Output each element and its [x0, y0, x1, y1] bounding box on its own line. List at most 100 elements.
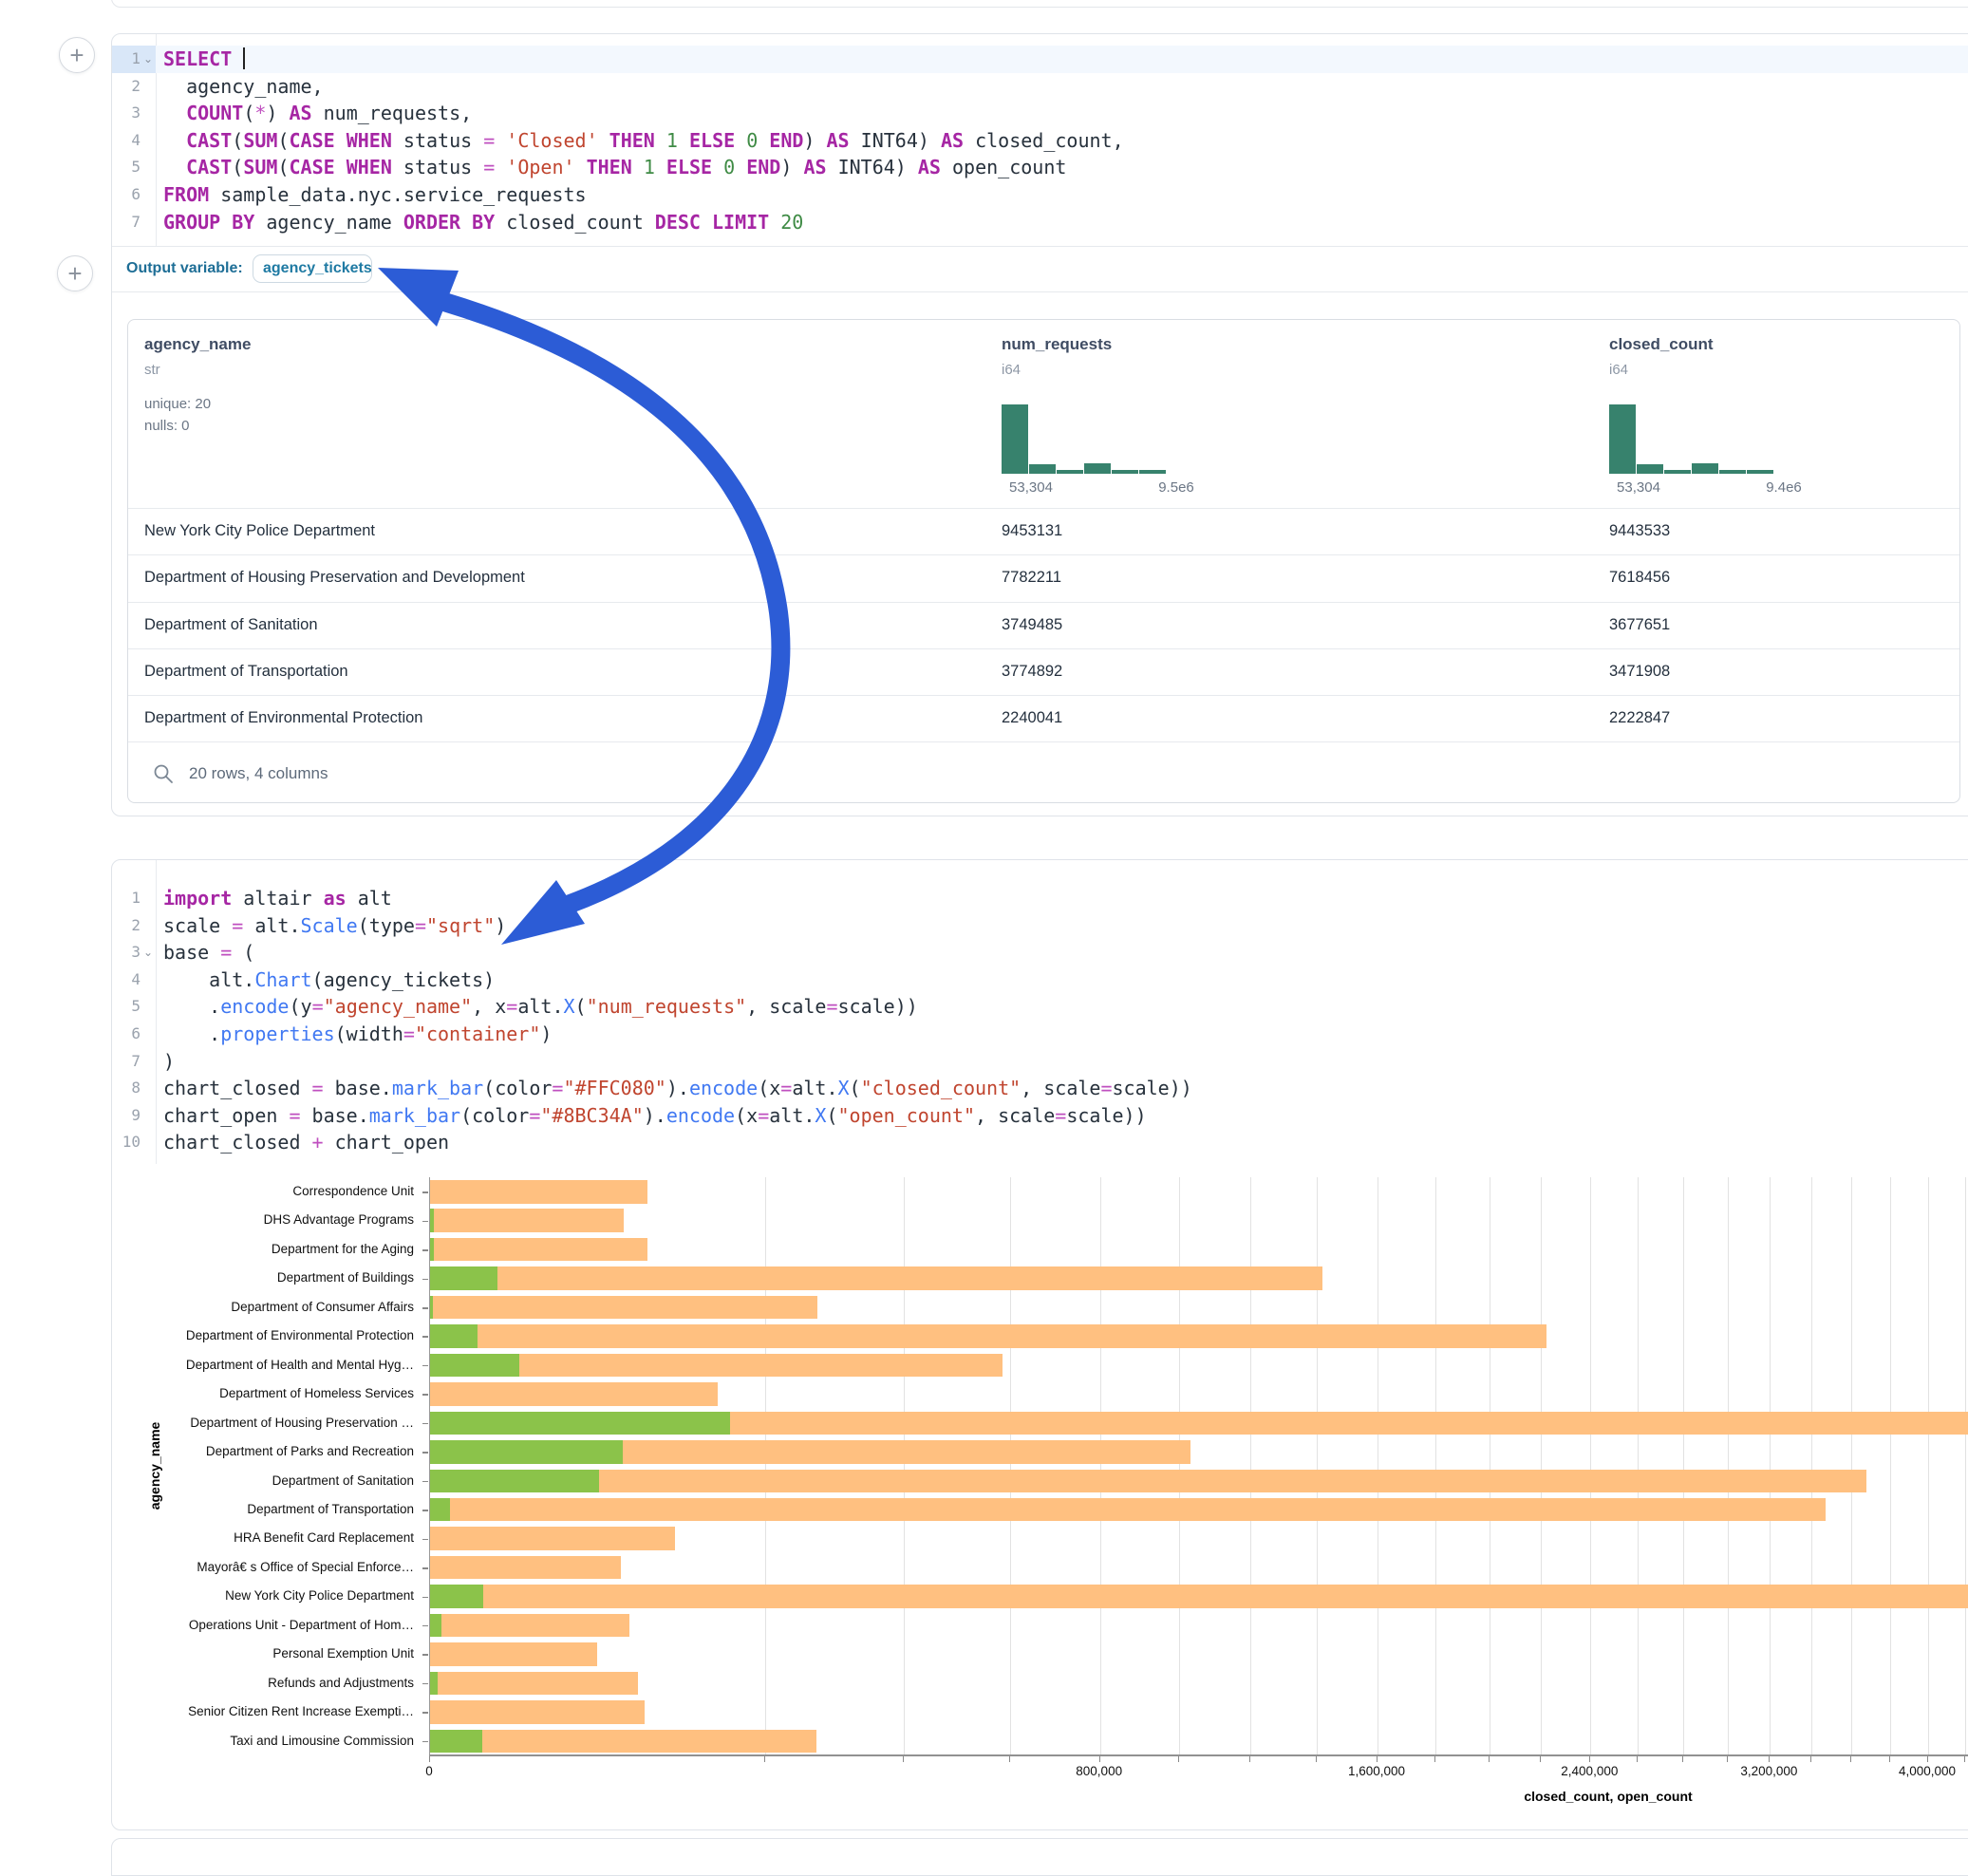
bar-open-count[interactable] [430, 1237, 434, 1262]
code-line[interactable]: 2 agency_name, [112, 73, 1968, 101]
code-line[interactable]: 3 COUNT(*) AS num_requests, [112, 100, 1968, 127]
y-axis-tick [422, 1682, 428, 1685]
bar-closed-count[interactable] [430, 1729, 816, 1754]
bar-closed-count[interactable] [430, 1180, 647, 1204]
code-line[interactable]: 9 chart_open = base.mark_bar(color="#8BC3… [112, 1102, 1968, 1130]
line-number-gutter: 2 [112, 912, 156, 940]
code-line[interactable]: 1 import altair as alt [112, 885, 1968, 912]
bar-open-count[interactable] [430, 1411, 730, 1435]
table-row[interactable]: Department of Transportation 3774892 34719… [128, 648, 1959, 697]
table-cell: Department of Environmental Protection [144, 709, 423, 727]
x-axis-tick [1009, 1756, 1011, 1762]
x-axis-tick [1889, 1756, 1891, 1762]
bar-closed-count[interactable] [430, 1671, 638, 1696]
bar-open-count[interactable] [430, 1266, 497, 1290]
y-axis-tick [422, 1740, 428, 1743]
gridline [1316, 1177, 1318, 1755]
line-number: 6 [131, 184, 141, 203]
code-line[interactable]: 5 CAST(SUM(CASE WHEN status = 'Open' THE… [112, 154, 1968, 181]
column-header[interactable]: agency_name [144, 335, 252, 353]
x-axis-title: closed_count, open_count [1524, 1789, 1693, 1804]
bar-closed-count[interactable] [430, 1585, 1968, 1608]
table-row[interactable]: Department of Housing Preservation and D… [128, 554, 1959, 603]
code-line[interactable]: 7 GROUP BY agency_name ORDER BY closed_co… [112, 209, 1968, 236]
histogram-bar [1719, 469, 1746, 474]
bar-closed-count[interactable] [430, 1209, 625, 1232]
line-number-gutter: 4 [112, 966, 156, 994]
bar-closed-count[interactable] [430, 1382, 718, 1406]
y-axis-label: Personal Exemption Unit [272, 1646, 414, 1661]
fold-chevron-icon[interactable]: ⌄ [142, 52, 154, 66]
bar-closed-count[interactable] [430, 1613, 630, 1638]
bar-closed-count[interactable] [430, 1237, 647, 1262]
bar-open-count[interactable] [430, 1585, 483, 1608]
code-line[interactable]: 7) [112, 1048, 1968, 1076]
bar-closed-count[interactable] [430, 1555, 622, 1580]
gridline [1434, 1177, 1436, 1755]
code-line[interactable]: 2 scale = alt.Scale(type="sqrt") [112, 912, 1968, 940]
code-line[interactable]: 10 chart_closed + chart_open [112, 1129, 1968, 1156]
y-axis-tick [422, 1278, 428, 1281]
column-header[interactable]: num_requests [1002, 335, 1113, 353]
x-axis-tick [1637, 1756, 1639, 1762]
bar-open-count[interactable] [430, 1209, 434, 1232]
bar-closed-count[interactable] [430, 1324, 1547, 1348]
gridline [1541, 1177, 1543, 1755]
add-cell-button[interactable]: + [59, 37, 95, 73]
table-row[interactable]: Department of Environmental Protection 22… [128, 695, 1959, 743]
x-axis-label: 0 [425, 1764, 433, 1778]
table-row[interactable]: Department of Sanitation 3749485 3677651 [128, 602, 1959, 649]
line-number-gutter: 4 [112, 127, 156, 155]
line-number: 1 [131, 49, 141, 67]
code-line[interactable]: 8 chart_closed = base.mark_bar(color="#FF… [112, 1075, 1968, 1102]
search-icon[interactable] [153, 763, 174, 784]
code-line[interactable]: 6 .properties(width="container") [112, 1021, 1968, 1048]
code-line[interactable]: 5 .encode(y="agency_name", x=alt.X("num_… [112, 993, 1968, 1021]
code-text: agency_name, [163, 74, 324, 98]
y-axis-tick [422, 1364, 428, 1367]
bar-open-count[interactable] [430, 1671, 438, 1696]
bar-open-count[interactable] [430, 1729, 483, 1754]
table-row[interactable]: New York City Police Department 9453131 94… [128, 508, 1959, 556]
code-line[interactable]: 4 alt.Chart(agency_tickets) [112, 966, 1968, 994]
output-variable-pill[interactable]: agency_tickets [253, 254, 372, 283]
bar-open-count[interactable] [430, 1469, 600, 1492]
bar-open-count[interactable] [430, 1497, 450, 1522]
sql-code-editor[interactable]: 1 ⌄ SELECT 2 agency_name, 3 COUNT(*) AS num… [112, 46, 1968, 235]
gridline [1727, 1177, 1729, 1755]
bar-closed-count[interactable] [430, 1497, 1827, 1522]
line-number: 7 [131, 212, 141, 231]
histogram-bar [1692, 463, 1718, 474]
column-header[interactable]: closed_count [1609, 335, 1714, 353]
bar-open-count[interactable] [430, 1295, 434, 1320]
bar-open-count[interactable] [430, 1324, 478, 1348]
bar-closed-count[interactable] [430, 1266, 1323, 1290]
code-line[interactable]: 6 FROM sample_data.nyc.service_requests [112, 181, 1968, 209]
code-line[interactable]: 3 ⌄ base = ( [112, 939, 1968, 966]
table-cell: 3774892 [1002, 662, 1063, 680]
python-code-editor[interactable]: 1 import altair as alt 2 scale = alt.Scale(… [112, 885, 1968, 1156]
y-axis-tick [422, 1422, 428, 1425]
x-axis-label: 800,000 [1076, 1764, 1123, 1778]
bar-closed-count[interactable] [430, 1353, 1003, 1378]
bar-open-count[interactable] [430, 1440, 623, 1464]
bar-closed-count[interactable] [430, 1527, 676, 1550]
bar-open-count[interactable] [430, 1613, 441, 1638]
sql-cell: 1 ⌄ SELECT 2 agency_name, 3 COUNT(*) AS num… [111, 33, 1968, 816]
histogram-bar [1112, 469, 1138, 474]
bar-closed-count[interactable] [430, 1700, 645, 1724]
bar-closed-count[interactable] [430, 1469, 1867, 1492]
code-line[interactable]: 4 CAST(SUM(CASE WHEN status = 'Closed' T… [112, 127, 1968, 155]
y-axis-tick [422, 1307, 428, 1309]
bar-closed-count[interactable] [430, 1295, 817, 1320]
code-line[interactable]: 1 ⌄ SELECT [112, 46, 1968, 73]
add-cell-button-2[interactable]: + [57, 255, 93, 291]
column-type: i64 [1002, 362, 1021, 378]
text-cursor [243, 47, 246, 69]
bar-open-count[interactable] [430, 1353, 520, 1378]
gridline [1928, 1177, 1929, 1755]
code-text: chart_closed + chart_open [163, 1131, 450, 1154]
bar-closed-count[interactable] [430, 1642, 598, 1666]
fold-chevron-icon[interactable]: ⌄ [142, 946, 154, 960]
histogram-max-label: 9.5e6 [1158, 479, 1194, 496]
